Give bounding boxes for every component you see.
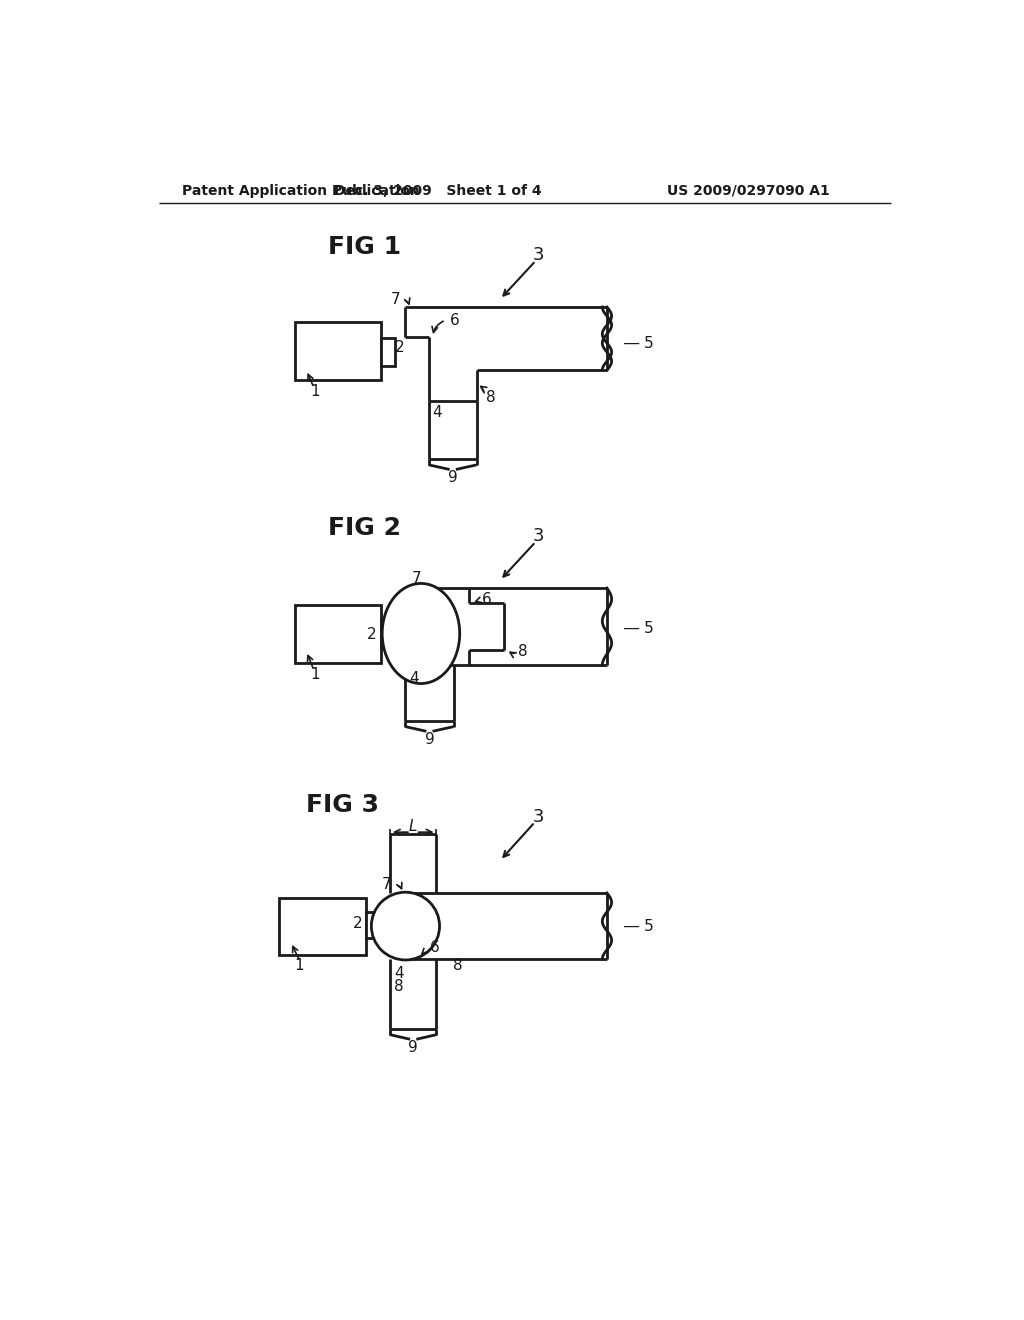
Text: 8: 8 xyxy=(454,958,463,973)
Text: Dec. 3, 2009   Sheet 1 of 4: Dec. 3, 2009 Sheet 1 of 4 xyxy=(334,183,542,198)
Text: FIG 3: FIG 3 xyxy=(306,793,379,817)
Text: ― 5: ― 5 xyxy=(624,620,653,636)
Text: 8: 8 xyxy=(486,389,496,405)
Bar xyxy=(381,620,394,647)
Text: ― 5: ― 5 xyxy=(624,919,653,935)
Text: ― 5: ― 5 xyxy=(624,335,653,351)
Text: 4: 4 xyxy=(410,672,419,686)
Text: 6: 6 xyxy=(450,313,460,327)
Text: 4: 4 xyxy=(432,405,442,420)
Text: 1: 1 xyxy=(310,384,319,399)
Text: 9: 9 xyxy=(425,733,434,747)
Text: 8: 8 xyxy=(518,644,527,659)
Text: 4: 4 xyxy=(394,965,403,981)
Text: 3: 3 xyxy=(534,246,545,264)
Text: 7: 7 xyxy=(382,876,391,892)
Text: 7: 7 xyxy=(412,572,421,586)
Text: 6: 6 xyxy=(430,940,440,956)
Text: 6: 6 xyxy=(481,593,492,607)
Ellipse shape xyxy=(382,583,460,684)
Text: 2: 2 xyxy=(352,916,362,931)
Text: US 2009/0297090 A1: US 2009/0297090 A1 xyxy=(667,183,829,198)
Text: 2: 2 xyxy=(395,339,406,355)
Text: 3: 3 xyxy=(534,808,545,826)
Text: FIG 2: FIG 2 xyxy=(328,516,401,540)
Bar xyxy=(295,605,381,663)
Text: L: L xyxy=(409,820,418,834)
Bar xyxy=(366,912,378,939)
Text: 7: 7 xyxy=(391,292,400,306)
Text: Patent Application Publication: Patent Application Publication xyxy=(182,183,420,198)
Bar xyxy=(280,898,366,956)
Text: 8: 8 xyxy=(394,978,403,994)
Text: 3: 3 xyxy=(534,527,545,545)
Text: 2: 2 xyxy=(367,627,376,642)
Text: 1: 1 xyxy=(310,667,319,682)
Bar xyxy=(381,338,395,366)
Text: 1: 1 xyxy=(295,958,304,973)
Text: 9: 9 xyxy=(447,470,458,486)
Ellipse shape xyxy=(372,892,439,960)
Text: FIG 1: FIG 1 xyxy=(328,235,401,259)
Bar xyxy=(295,322,381,380)
Text: 9: 9 xyxy=(409,1040,418,1055)
